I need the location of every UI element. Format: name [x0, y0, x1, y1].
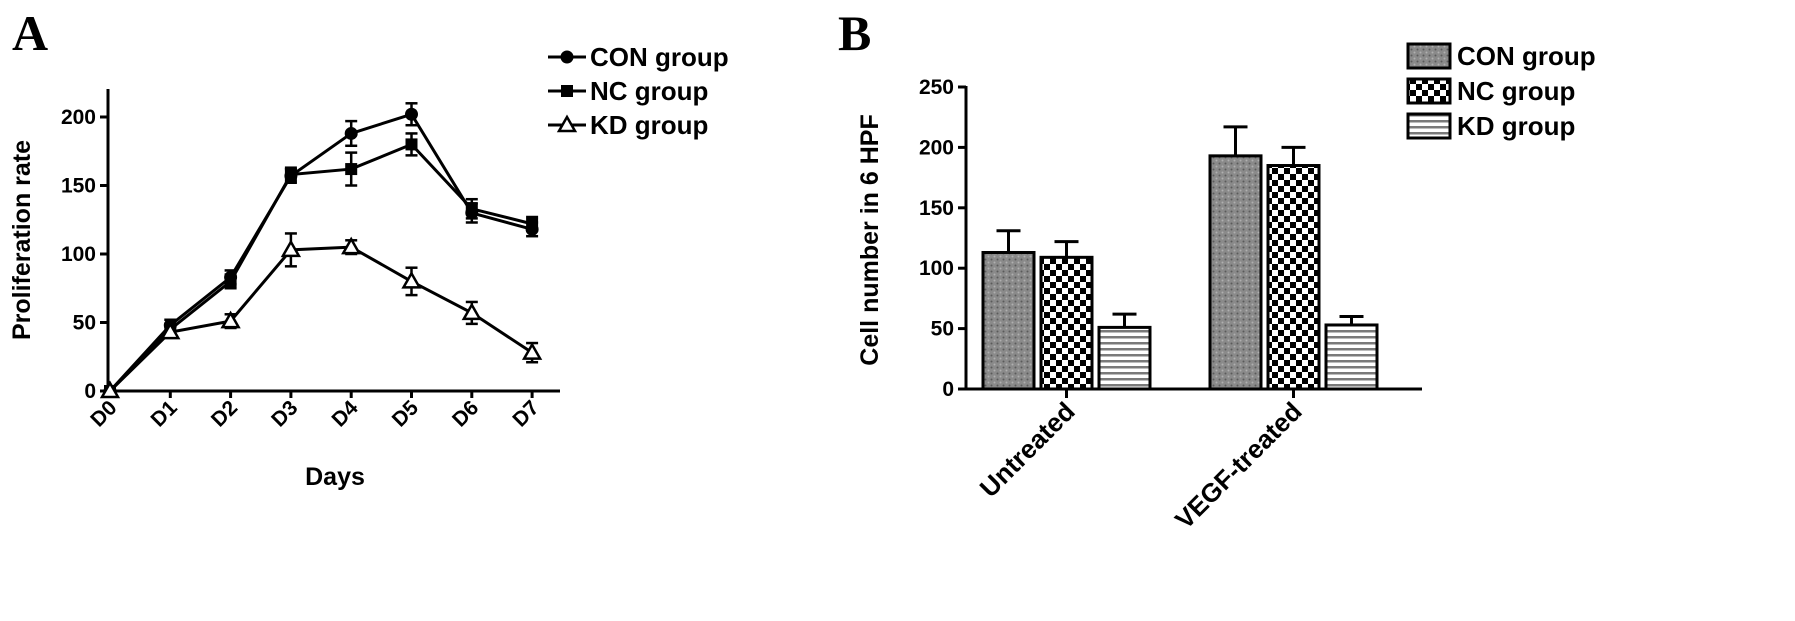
data-point-kd-group: [401, 270, 422, 289]
series-line-nc-group: [108, 142, 533, 393]
panel-a-x-axis-label: Days: [305, 463, 365, 491]
panel-b-y-tick-label: 50: [931, 318, 954, 341]
bar-kd-group-vegf-treated: [1324, 323, 1379, 391]
data-point-nc-group: [345, 163, 358, 176]
panel-a-y-tick-label: 0: [84, 380, 96, 403]
legend-item-kd-group: KD group: [1406, 111, 1575, 141]
panel-b-x-ticks: Untreated VEGF-treated: [974, 389, 1308, 535]
panel-a-y-tick-label: 150: [61, 175, 96, 198]
panel-b-x-tick-label: VEGF-treated: [1169, 396, 1308, 535]
panel-a-y-tick-label: 100: [61, 243, 96, 266]
panel-a-x-tick-label: D1: [147, 396, 182, 431]
bar-nc-group-untreated: [1039, 255, 1094, 391]
panel-a-y-ticks: 0 50 100 150 200: [61, 106, 108, 403]
series-con-group: [103, 102, 539, 398]
data-point-kd-group: [160, 321, 181, 340]
panel-a-axes: [106, 89, 560, 393]
bar-kd-group-untreated: [1097, 325, 1152, 391]
panel-a-series: [99, 102, 543, 399]
panel-b-y-tick-label: 150: [919, 197, 954, 220]
panel-b-y-axis-label: Cell number in 6 HPF: [856, 114, 884, 365]
legend-item-con-group: CON group: [1406, 41, 1596, 71]
data-point-kd-group: [220, 310, 241, 329]
legend-swatch: [1406, 77, 1452, 105]
panel-b-y-ticks: 0 50 100 150 200 250: [919, 76, 966, 401]
data-point-nc-group: [224, 275, 237, 288]
panel-a-x-tick-label: D7: [508, 396, 543, 431]
legend-marker: [561, 85, 573, 97]
panel-b-x-tick-label: Untreated: [974, 396, 1081, 503]
data-point-kd-group: [341, 236, 362, 255]
data-point-con-group: [344, 126, 358, 140]
panel-b-letter: B: [838, 5, 871, 61]
panel-a-x-tick-label: D3: [267, 396, 302, 431]
data-point-nc-group: [465, 202, 478, 215]
panel-a-letter: A: [12, 5, 48, 61]
series-nc-group: [104, 132, 539, 397]
legend-label: CON group: [590, 42, 729, 72]
panel-a-y-tick-label: 50: [73, 312, 96, 335]
panel-a-legend: CON group NC group KD group: [548, 42, 729, 140]
panel-b-bars: [981, 125, 1379, 391]
panel-b-legend: CON group NC group KD group: [1406, 41, 1596, 141]
legend-marker: [556, 114, 578, 133]
bar-con-group-untreated: [981, 250, 1036, 391]
legend-item-con-group: CON group: [548, 42, 729, 72]
panel-a-y-tick-label: 200: [61, 106, 96, 129]
legend-item-nc-group: NC group: [1406, 76, 1575, 106]
legend-swatch: [1406, 42, 1452, 70]
series-kd-group: [99, 232, 543, 399]
legend-label: CON group: [1457, 41, 1596, 71]
panel-a-x-tick-label: D5: [388, 396, 423, 431]
bar-group-untreated: [981, 229, 1152, 391]
legend-label: KD group: [590, 110, 708, 140]
panel-a-x-tick-label: D2: [207, 396, 242, 431]
series-line-con-group: [108, 112, 533, 393]
legend-marker: [560, 50, 574, 64]
panel-b-y-tick-label: 200: [919, 136, 954, 159]
panel-a-y-axis-label: Proliferation rate: [8, 140, 36, 340]
bar-con-group-vegf-treated: [1208, 154, 1263, 391]
panel-a-x-tick-label: D4: [327, 396, 362, 431]
bar-group-vegf-treated: [1208, 125, 1379, 391]
legend-label: NC group: [590, 76, 708, 106]
data-point-kd-group: [521, 342, 543, 360]
data-point-kd-group: [280, 239, 302, 258]
bar-nc-group-vegf-treated: [1266, 164, 1321, 391]
data-point-con-group: [405, 107, 418, 121]
legend-label: KD group: [1457, 111, 1575, 141]
data-point-kd-group: [99, 380, 121, 399]
series-line-kd-group: [108, 245, 533, 393]
panel-b-y-tick-label: 100: [919, 257, 954, 280]
data-point-nc-group: [284, 168, 297, 181]
data-point-kd-group: [461, 302, 482, 321]
legend-item-nc-group: NC group: [548, 76, 708, 106]
panel-b-y-tick-label: 0: [942, 378, 954, 401]
panel-a-x-ticks: D0 D1 D2 D3 D4 D5 D6 D7: [86, 391, 544, 432]
legend-label: NC group: [1457, 76, 1575, 106]
legend-swatch: [1406, 112, 1452, 140]
data-point-nc-group: [526, 217, 539, 230]
legend-item-kd-group: KD group: [548, 110, 708, 140]
data-point-nc-group: [405, 138, 418, 151]
panel-a-x-tick-label: D6: [448, 396, 483, 431]
panel-b-y-tick-label: 250: [919, 76, 954, 99]
